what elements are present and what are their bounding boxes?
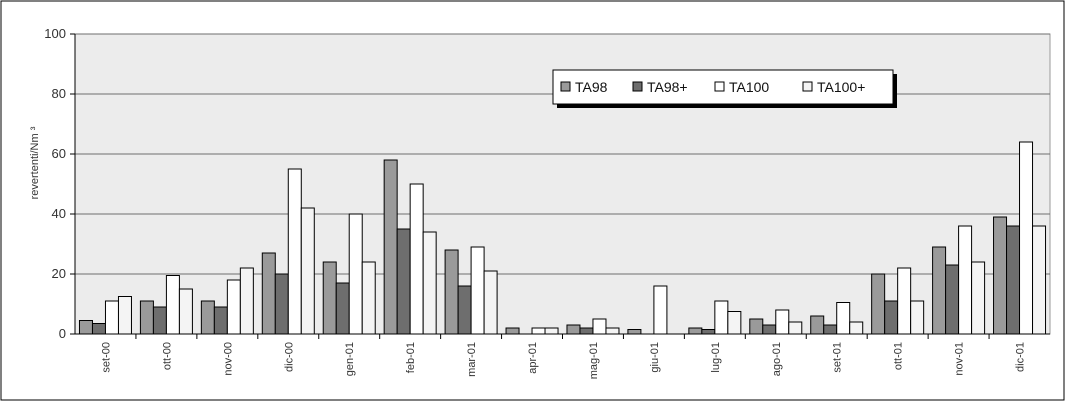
bar-ta100-plus-lug-01 — [727, 311, 742, 335]
legend-label: TA100+ — [817, 79, 865, 95]
bar-ta98-plus-dic-00 — [274, 273, 289, 335]
x-tick-label: mag-01 — [588, 342, 600, 379]
bar-ta100-plus-ott-01 — [910, 300, 925, 335]
legend-label: TA98 — [575, 79, 608, 95]
legend-label: TA98+ — [647, 79, 688, 95]
bar-ta98-mar-01 — [444, 249, 459, 335]
bar-ta98-plus-mar-01 — [457, 285, 472, 335]
axes: 0 20 40 60 80 100 revertenti/Nm ³ set-00 ott-00 n… — [29, 26, 1050, 379]
x-tick-label: giu-01 — [649, 342, 661, 373]
bar-ta100-ago-01 — [775, 309, 790, 335]
x-tick-label: set-00 — [100, 342, 112, 373]
bar-ta98-nov-01 — [932, 246, 947, 335]
bar-ta98-plus-nov-00 — [213, 306, 228, 335]
bar-ta100-plus-ago-01 — [788, 321, 803, 335]
legend-swatch — [802, 81, 813, 92]
x-tick-label: dic-00 — [283, 342, 295, 372]
bar-ta100-giu-01 — [653, 285, 668, 335]
bar-ta100-dic-01 — [1019, 141, 1034, 335]
bar-ta100-mar-01 — [470, 246, 485, 335]
bar-ta100-plus-feb-01 — [422, 231, 437, 335]
bar-ta98-set-00 — [78, 320, 93, 335]
x-tick-label: set-01 — [832, 342, 844, 373]
x-tick-label: dic-01 — [1015, 342, 1027, 372]
bar-ta98-giu-01 — [627, 329, 642, 335]
bar-ta100-plus-dic-00 — [300, 207, 315, 335]
bar-ta98-plus-ott-01 — [884, 300, 899, 335]
bar-ta98-plus-dic-01 — [1006, 225, 1021, 335]
bar-ta98-plus-lug-01 — [701, 329, 716, 335]
x-tick-label: nov-01 — [954, 342, 966, 376]
bar-ta98-dic-00 — [261, 252, 276, 335]
bar-ta100-lug-01 — [714, 300, 729, 335]
x-tick-label: gen-01 — [344, 342, 356, 376]
x-tick-label: ago-01 — [771, 342, 783, 376]
bar-ta98-gen-01 — [322, 261, 337, 335]
bar-ta98-plus-mag-01 — [579, 327, 594, 335]
legend-swatch — [632, 81, 643, 92]
bar-ta98-plus-set-00 — [91, 323, 106, 335]
bar-ta98-feb-01 — [383, 159, 398, 335]
y-tick-label: 20 — [52, 266, 66, 281]
bar-ta98-nov-00 — [200, 300, 215, 335]
y-axis-title: revertenti/Nm ³ — [29, 126, 41, 199]
y-tick-label: 0 — [59, 326, 66, 341]
bar-ta100-nov-00 — [226, 279, 241, 335]
bar-ta100-apr-01 — [531, 327, 546, 335]
bar-ta98-plus-nov-01 — [945, 264, 960, 335]
bar-ta98-plus-ott-00 — [152, 306, 167, 335]
bar-ta100-set-01 — [836, 302, 851, 335]
y-tick-label: 80 — [52, 86, 66, 101]
bar-ta100-ott-01 — [897, 267, 912, 335]
y-tick-label: 60 — [52, 146, 66, 161]
x-tick-label: apr-01 — [527, 342, 539, 374]
legend-label: TA100 — [729, 79, 769, 95]
bar-ta100-ott-00 — [165, 275, 180, 335]
bar-ta98-plus-set-01 — [823, 324, 838, 335]
bar-ta98-set-01 — [810, 315, 825, 335]
bar-ta100-plus-ott-00 — [178, 288, 193, 335]
bar-ta100-plus-set-01 — [849, 321, 864, 335]
legend-swatch — [714, 81, 725, 92]
bar-ta100-plus-mag-01 — [605, 327, 620, 335]
x-tick-label: nov-00 — [222, 342, 234, 376]
legend: TA98 TA98+ TA100 TA100+ — [552, 69, 897, 108]
bar-ta100-plus-gen-01 — [361, 261, 376, 335]
bar-ta100-nov-01 — [958, 225, 973, 335]
x-tick-label: mar-01 — [466, 342, 478, 377]
bar-ta100-plus-mar-01 — [483, 270, 498, 335]
bar-ta100-plus-set-00 — [117, 296, 132, 335]
x-tick-label: lug-01 — [710, 342, 722, 373]
bar-ta100-set-00 — [104, 300, 119, 335]
bar-ta100-plus-dic-01 — [1032, 225, 1047, 335]
bar-ta100-gen-01 — [348, 213, 363, 335]
bar-ta98-mag-01 — [566, 324, 581, 335]
x-tick-label: ott-00 — [161, 342, 173, 370]
bar-ta98-ott-01 — [871, 273, 886, 335]
bar-ta100-plus-apr-01 — [544, 327, 559, 335]
legend-swatch — [560, 81, 571, 92]
bar-ta98-plus-feb-01 — [396, 228, 411, 335]
y-tick-label: 40 — [52, 206, 66, 221]
bar-ta98-plus-ago-01 — [762, 324, 777, 335]
bar-ta98-apr-01 — [505, 327, 520, 335]
y-tick-label: 100 — [44, 26, 66, 41]
bar-ta98-dic-01 — [993, 216, 1008, 335]
bars — [78, 141, 1047, 335]
bar-ta98-lug-01 — [688, 327, 703, 335]
bar-ta100-dic-00 — [287, 168, 302, 335]
x-tick-label: feb-01 — [405, 342, 417, 373]
x-tick-label: ott-01 — [893, 342, 905, 370]
bar-ta100-feb-01 — [409, 183, 424, 335]
bar-ta98-ago-01 — [749, 318, 764, 335]
legend-box — [552, 69, 894, 105]
bar-ta100-mag-01 — [592, 318, 607, 335]
bar-ta98-plus-gen-01 — [335, 282, 350, 335]
bar-ta100-plus-nov-00 — [239, 267, 254, 335]
bar-ta98-ott-00 — [139, 300, 154, 335]
bar-ta100-plus-nov-01 — [971, 261, 986, 335]
